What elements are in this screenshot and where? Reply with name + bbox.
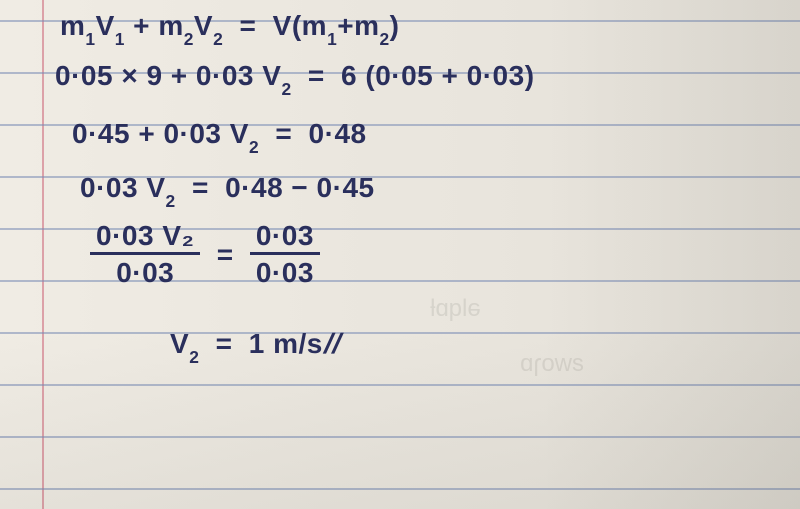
term-m2: m2V2 — [158, 10, 223, 41]
ruled-line — [0, 488, 800, 490]
equation-line-6-answer: V2 = 1 m/s// — [170, 328, 341, 365]
fraction-right-num: 0·03 — [250, 222, 320, 255]
answer-value: 1 m/s — [249, 328, 323, 359]
rhs-4: 0·48 − 0·45 — [225, 172, 375, 203]
ruled-line — [0, 436, 800, 438]
ruled-line — [0, 332, 800, 334]
equals-3: = — [267, 118, 300, 149]
page-bottom-shadow — [0, 329, 800, 509]
answer-tick: // — [321, 328, 346, 360]
ghost-text: əlqɒƚ — [430, 295, 481, 323]
rhs-2: 6 (0·05 + 0·03) — [341, 60, 535, 91]
term-rhs-1: V(m1+m2) — [273, 10, 400, 41]
lhs-3a: 0·45 + 0·03 — [72, 118, 230, 149]
page-curvature-shadow — [540, 0, 800, 509]
equals-5: = — [217, 239, 234, 270]
equation-line-2: 0·05 × 9 + 0·03 V2 = 6 (0·05 + 0·03) — [55, 60, 535, 97]
fraction-left-den: 0·03 — [90, 255, 200, 287]
lhs-4a: 0·03 — [80, 172, 146, 203]
equals-6: = — [207, 328, 240, 359]
plus-1: + — [125, 10, 158, 41]
term-m1: m1V1 — [60, 10, 125, 41]
lhs-2a: 0·05 × 9 + 0·03 — [55, 60, 262, 91]
v2-2: V2 — [262, 60, 291, 91]
fraction-right-den: 0·03 — [250, 255, 320, 287]
equation-line-4: 0·03 V2 = 0·48 − 0·45 — [80, 172, 375, 209]
fraction-right: 0·03 0·03 — [250, 222, 320, 287]
v2-6: V2 — [170, 328, 199, 359]
notebook-paper: m1V1 + m2V2 = V(m1+m2) 0·05 × 9 + 0·03 V… — [0, 0, 800, 509]
ruled-line — [0, 384, 800, 386]
ghost-text: ƨwoɿɒ — [520, 350, 584, 378]
equation-line-1: m1V1 + m2V2 = V(m1+m2) — [60, 10, 399, 47]
equation-line-5: 0·03 V₂ 0·03 = 0·03 0·03 — [90, 222, 320, 287]
equals-4: = — [184, 172, 217, 203]
equals-2: = — [300, 60, 333, 91]
equals-1: = — [231, 10, 264, 41]
left-margin-line — [42, 0, 44, 509]
fraction-left-num: 0·03 V₂ — [90, 222, 200, 255]
equation-line-3: 0·45 + 0·03 V2 = 0·48 — [72, 118, 367, 155]
v2-3: V2 — [230, 118, 259, 149]
v2-4: V2 — [146, 172, 175, 203]
rhs-3: 0·48 — [309, 118, 367, 149]
fraction-left: 0·03 V₂ 0·03 — [90, 222, 200, 287]
